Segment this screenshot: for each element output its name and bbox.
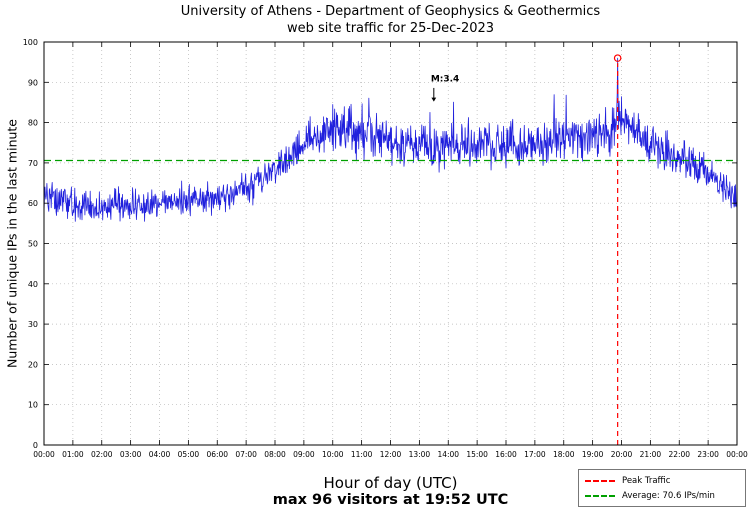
y-tick-label: 70 bbox=[28, 159, 38, 168]
x-axis-label: Hour of day (UTC) bbox=[323, 474, 458, 492]
x-tick-label: 12:00 bbox=[380, 450, 402, 459]
figure-title-line2: web site traffic for 25-Dec-2023 bbox=[286, 21, 495, 36]
y-tick-label: 30 bbox=[28, 320, 38, 329]
traffic-series-line bbox=[43, 57, 738, 222]
legend-item-average: Average: 70.6 IPs/min bbox=[585, 488, 739, 503]
x-tick-label: 15:00 bbox=[466, 450, 488, 459]
x-tick-label: 11:00 bbox=[351, 450, 373, 459]
x-tick-label: 00:00 bbox=[33, 450, 55, 459]
y-tick-label: 10 bbox=[28, 401, 38, 410]
peak-marker bbox=[613, 54, 622, 62]
x-tick-label: 02:00 bbox=[91, 450, 113, 459]
x-tick-label: 05:00 bbox=[178, 450, 200, 459]
x-tick-label: 01:00 bbox=[62, 450, 84, 459]
y-tick-label: 50 bbox=[28, 240, 38, 249]
y-tick-label: 20 bbox=[28, 360, 38, 369]
y-tick-label: 90 bbox=[28, 78, 38, 87]
x-tick-label: 03:00 bbox=[120, 450, 142, 459]
x-tick-label: 20:00 bbox=[611, 450, 633, 459]
x-tick-label: 19:00 bbox=[582, 450, 604, 459]
chart-legend: Peak Traffic Average: 70.6 IPs/min bbox=[578, 469, 746, 507]
magnitude-annotation-label: M:3.4 bbox=[431, 74, 460, 84]
x-tick-label: 18:00 bbox=[553, 450, 575, 459]
legend-peak-label: Peak Traffic bbox=[622, 475, 671, 486]
x-tick-label: 22:00 bbox=[668, 450, 690, 459]
x-tick-label: 09:00 bbox=[293, 450, 315, 459]
x-tick-label: 17:00 bbox=[524, 450, 546, 459]
average-line-swatch bbox=[585, 494, 615, 497]
x-tick-label: 14:00 bbox=[437, 450, 459, 459]
peak-caption: max 96 visitors at 19:52 UTC bbox=[272, 492, 509, 508]
legend-average-label: Average: 70.6 IPs/min bbox=[622, 490, 715, 501]
y-tick-label: 0 bbox=[33, 441, 38, 450]
x-tick-label: 07:00 bbox=[235, 450, 257, 459]
x-tick-label: 16:00 bbox=[495, 450, 517, 459]
y-tick-label: 80 bbox=[28, 119, 38, 128]
peak-line-swatch bbox=[585, 479, 615, 482]
x-tick-label: 23:00 bbox=[697, 450, 719, 459]
x-tick-label: 08:00 bbox=[264, 450, 286, 459]
magnitude-annotation-arrowhead bbox=[431, 97, 437, 102]
y-tick-label: 60 bbox=[28, 199, 38, 208]
legend-item-peak-traffic: Peak Traffic bbox=[585, 473, 739, 488]
x-tick-label: 13:00 bbox=[409, 450, 431, 459]
x-tick-label: 04:00 bbox=[149, 450, 171, 459]
x-tick-label: 10:00 bbox=[322, 450, 344, 459]
x-tick-label: 21:00 bbox=[640, 450, 662, 459]
y-tick-label: 100 bbox=[23, 38, 38, 47]
figure-title-line1: University of Athens - Department of Geo… bbox=[180, 4, 601, 19]
y-tick-label: 40 bbox=[28, 280, 38, 289]
x-tick-label: 00:00 bbox=[726, 450, 748, 459]
x-tick-label: 06:00 bbox=[206, 450, 228, 459]
